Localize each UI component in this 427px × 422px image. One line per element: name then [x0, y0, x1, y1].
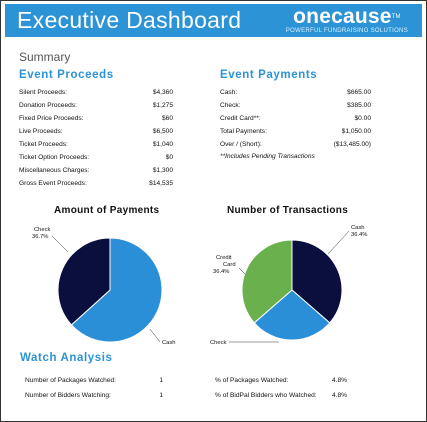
slice-label-cash: Cash	[351, 225, 365, 231]
pie-slice-credit-card	[241, 239, 293, 324]
amount-of-payments-title: Amount of Payments	[54, 205, 160, 216]
proceeds-row: Miscellaneous Charges: $1,300	[19, 167, 173, 180]
pending-note: **Includes Pending Transactions	[220, 153, 315, 160]
proceeds-value: $1,300	[152, 167, 173, 174]
slice-value-cash: 36.4%	[351, 232, 367, 238]
proceeds-value: $1,275	[152, 102, 173, 109]
proceeds-label: Donation Proceeds:	[19, 102, 77, 109]
payments-label: Check:	[220, 102, 241, 109]
watch-value: 1	[159, 377, 163, 384]
payments-row: Credit Card**: $0.00	[220, 115, 371, 128]
payments-value: $385.00	[347, 102, 371, 109]
payments-value: $0.00	[354, 115, 371, 122]
proceeds-label: Ticket Option Proceeds:	[19, 154, 90, 161]
payments-row: Cash: $665.00	[220, 89, 371, 102]
proceeds-value: $0	[165, 154, 173, 161]
watch-label: % of Packages Watched:	[215, 377, 289, 384]
pie-slice-cash	[291, 239, 343, 324]
logo-brand: onecauseTM	[293, 5, 401, 28]
proceeds-row: Live Proceeds: $6,500	[19, 128, 173, 141]
slice-value-credit-card: 36.4%	[213, 269, 229, 275]
number-of-transactions-title: Number of Transactions	[227, 205, 349, 216]
watch-right-table: % of Packages Watched: 4.8%% of BidPal Bi…	[215, 377, 347, 407]
summary-heading: Summary	[19, 50, 71, 64]
watch-label: % of BidPal Bidders who Watched:	[215, 392, 317, 399]
pie-slice-cash	[70, 237, 163, 343]
event-proceeds-table: Silent Proceeds: $4,360 Donation Proceeds:…	[19, 89, 173, 193]
proceeds-row: Gross Event Proceeds: $14,535	[19, 180, 173, 193]
slice-label-check: Check	[210, 340, 227, 346]
leader-line	[327, 230, 350, 255]
proceeds-row: Fixed Price Proceeds: $60	[19, 115, 173, 128]
slice-label-check: Check	[34, 227, 51, 233]
header-bar: Executive Dashboard onecauseTM POWERFUL …	[5, 4, 422, 37]
payments-label: Cash:	[220, 89, 238, 96]
payments-row: Check: $385.00	[220, 102, 371, 115]
slice-label-credit-card: Credit	[216, 255, 232, 261]
watch-value: 4.8%	[331, 392, 347, 399]
watch-value: 4.8%	[331, 377, 347, 384]
watch-row: Number of Bidders Watching: 1	[25, 392, 163, 407]
proceeds-label: Gross Event Proceeds:	[19, 180, 87, 187]
proceeds-label: Ticket Proceeds:	[19, 141, 68, 148]
proceeds-label: Silent Proceeds:	[19, 89, 68, 96]
watch-value: 1	[159, 392, 163, 399]
logo-mark: TM	[391, 14, 401, 20]
watch-label: Number of Packages Watched:	[25, 377, 117, 384]
slice-value-check: 36.7%	[32, 234, 48, 240]
page-title: Executive Dashboard	[17, 7, 242, 33]
payments-label: Credit Card**:	[220, 115, 261, 122]
watch-analysis-title: Watch Analysis	[20, 352, 113, 364]
proceeds-label: Miscellaneous Charges:	[19, 167, 90, 174]
watch-left-table: Number of Packages Watched: 1 Number of Bi…	[25, 377, 163, 407]
proceeds-label: Fixed Price Proceeds:	[19, 115, 84, 122]
leader-line	[51, 235, 69, 253]
logo-tagline: POWERFUL FUNDRAISING SOLUTIONS	[285, 28, 408, 34]
proceeds-row: Ticket Option Proceeds: $0	[19, 154, 173, 167]
payments-value: $665.00	[347, 89, 371, 96]
payments-label: Over / (Short):	[220, 141, 262, 148]
watch-row: Number of Packages Watched: 1	[25, 377, 163, 392]
leader-line	[238, 267, 246, 275]
proceeds-value: $1,040	[152, 141, 173, 148]
proceeds-row: Ticket Proceeds: $1,040	[19, 141, 173, 154]
payments-row: Over / (Short): ($13,485.00)	[220, 141, 371, 154]
onecause-logo: onecauseTM POWERFUL FUNDRAISING SOLUTION…	[286, 6, 408, 35]
proceeds-label: Live Proceeds:	[19, 128, 63, 135]
pie-slice-check	[253, 289, 331, 341]
proceeds-value: $4,360	[152, 89, 173, 96]
payments-row: Total Payments: $1,050.00	[220, 128, 371, 141]
proceeds-value: $14,535	[149, 180, 173, 187]
proceeds-row: Silent Proceeds: $4,360	[19, 89, 173, 102]
event-payments-table: Cash: $665.00 Check: $385.00 Credit Card**: $…	[220, 89, 371, 154]
pie-slice-check	[57, 237, 111, 326]
slice-label-cash: Cash	[162, 340, 176, 346]
proceeds-value: $60	[161, 115, 173, 122]
event-proceeds-title: Event Proceeds	[19, 69, 114, 81]
event-payments-title: Event Payments	[220, 69, 318, 81]
proceeds-value: $6,500	[152, 128, 173, 135]
proceeds-row: Donation Proceeds: $1,275	[19, 102, 173, 115]
payments-value: ($13,485.00)	[333, 141, 371, 148]
watch-row: % of BidPal Bidders who Watched: 4.8%	[215, 392, 347, 407]
watch-row: % of Packages Watched: 4.8%	[215, 377, 347, 392]
payments-label: Total Payments:	[220, 128, 267, 135]
watch-label: Number of Bidders Watching:	[25, 392, 111, 399]
leader-line	[149, 328, 161, 343]
payments-value: $1,050.00	[341, 128, 371, 135]
slice-label-credit-card: Card	[223, 262, 236, 268]
